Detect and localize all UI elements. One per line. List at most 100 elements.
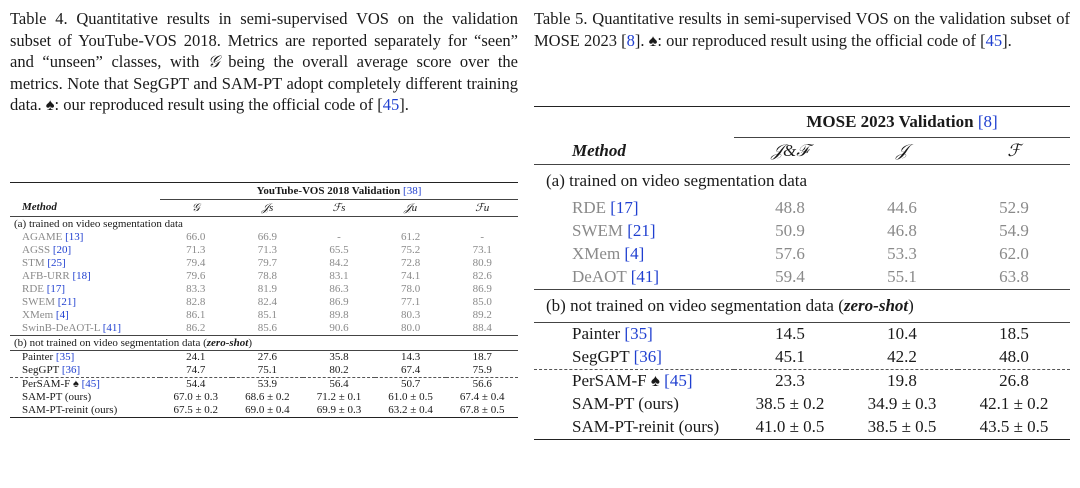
value-cell: 78.0 [400,283,421,295]
table-row: SegGPT [36] 74.7 75.1 80.2 67.4 75.9 [10,364,518,378]
value-cell: 48.8 [775,198,805,217]
value-cell: 71.2 ± 0.1 [316,391,362,403]
value-cell: 63.2 ± 0.4 [374,404,447,418]
value-cell: 84.2 [329,257,349,269]
method-column-header: Method [572,140,626,160]
value-cell: 69.9 ± 0.3 [303,404,375,418]
value-cell: 59.4 [775,267,805,286]
citation-link[interactable]: 8 [626,30,635,50]
value-cell: 77.1 [400,296,421,308]
table-row: STM [25] 79.4 79.7 84.2 72.8 80.9 [10,257,518,270]
method-cell: RDE [17] [22,283,66,295]
table5-caption: Table 5. Quantitative results in semi-su… [534,9,1070,50]
value-cell: 86.9 [329,296,349,308]
value-cell: 42.2 [887,347,917,366]
table-row: SAM-PT (ours) 67.0 ± 0.3 68.6 ± 0.2 71.2 ± … [10,391,518,404]
value-cell: 72.8 [400,257,421,269]
value-cell: 88.4 [472,322,492,334]
table-row: AGAME [13] 66.0 66.9 - 61.2 - [10,231,518,244]
table-row: Painter [35] 14.5 10.4 18.5 [534,321,1070,346]
table-row: PerSAM-F ♠ [45] 23.3 19.8 26.8 [534,368,1070,393]
method-cell: STM [25] [22,257,66,269]
citation-link[interactable]: [21] [627,221,656,240]
citation-link[interactable]: [4] [55,309,69,321]
citation-link[interactable]: [38] [403,184,422,197]
table5-block: Table 5. Quantitative results in semi-su… [534,8,1070,440]
table-row: PerSAM-F ♠ [45] 54.4 53.9 56.4 50.7 56.6 [10,377,518,391]
method-cell: SwinB-DeAOT-L [41] [22,322,122,334]
metric-header: 𝒢 [160,199,232,217]
table5: MOSE 2023 Validation [8] Method 𝒥&ℱ 𝒥 ℱ … [534,106,1070,440]
method-cell: SegGPT [36] [22,364,81,376]
value-cell: 83.1 [329,270,349,282]
value-cell: 44.6 [887,198,917,217]
citation-link[interactable]: [17] [610,198,639,217]
metric-header: 𝒥&ℱ [734,137,846,164]
citation-link[interactable]: [35] [624,324,653,343]
value-cell: 34.9 ± 0.3 [867,394,937,413]
citation-link[interactable]: [36] [633,347,662,366]
value-cell: 80.0 [400,322,421,334]
table-row: SegGPT [36] 45.1 42.2 48.0 [534,346,1070,370]
value-cell: 78.8 [257,270,278,282]
metric-header: 𝒥u [374,199,447,217]
value-cell: 82.8 [186,296,206,308]
citation-link[interactable]: [8] [977,112,998,131]
value-cell: 80.3 [400,309,421,321]
value-cell: 90.6 [329,322,349,334]
table-row: SAM-PT-reinit (ours) 67.5 ± 0.2 69.0 ± 0.4… [10,404,518,418]
table4-block: Table 4. Quantitative results in semi-su… [10,8,518,418]
citation-link[interactable]: [45] [81,378,100,390]
table-row: SwinB-DeAOT-L [41] 86.2 85.6 90.6 80.0 88.4 [10,322,518,336]
value-cell: 79.6 [186,270,206,282]
value-cell: 67.8 ± 0.5 [446,404,518,418]
metric-header: ℱs [303,199,375,217]
citation-link[interactable]: [18] [72,270,91,282]
table4-group-header: YouTube-VOS 2018 Validation [38] [160,182,518,200]
citation-link[interactable]: [36] [61,364,81,376]
value-cell: 56.6 [446,377,518,391]
method-cell: RDE [17] [572,198,639,217]
citation-link[interactable]: 45 [382,95,400,114]
value-cell: 46.8 [887,221,917,240]
value-cell: 81.9 [257,283,278,295]
method-cell: SAM-PT (ours) [572,394,679,413]
value-cell: 80.9 [472,257,492,269]
table4: YouTube-VOS 2018 Validation [38] Method … [10,182,518,418]
citation-link[interactable]: 45 [985,30,1003,50]
citation-link[interactable]: [21] [57,296,77,308]
value-cell: 61.2 [400,231,421,243]
value-cell: 18.5 [958,321,1070,346]
citation-link[interactable]: [25] [47,257,66,269]
value-cell: 48.0 [999,347,1029,366]
citation-link[interactable]: [35] [55,351,75,363]
citation-link[interactable]: [41] [102,322,122,334]
value-cell: 82.6 [472,270,492,282]
section-label: (b) not trained on video segmentation da… [10,335,518,351]
value-cell: 55.1 [887,267,917,286]
table5-column-headers: Method 𝒥&ℱ 𝒥 ℱ [534,137,1070,164]
table-row: RDE [17] 83.3 81.9 86.3 78.0 86.9 [10,283,518,296]
citation-link[interactable]: [17] [46,283,66,295]
method-cell: XMem [4] [572,244,645,263]
value-cell: 41.0 ± 0.5 [734,415,846,440]
citation-link[interactable]: [20] [52,244,72,256]
metric-header: 𝒥 [846,137,958,164]
value-cell: 27.6 [231,350,304,364]
value-cell: 14.5 [734,321,846,346]
method-cell: PerSAM-F ♠ [45] [10,377,160,391]
value-cell: 65.5 [329,244,349,256]
citation-link[interactable]: [45] [664,371,693,390]
method-column-header: Method [22,201,57,214]
table-row: SAM-PT-reinit (ours) 41.0 ± 0.5 38.5 ± 0.5… [534,415,1070,440]
value-cell: 54.9 [999,221,1029,240]
citation-link[interactable]: [13] [65,231,84,243]
table-row: XMem [4] 57.6 53.3 62.0 [534,243,1070,266]
value-cell: 89.2 [472,309,492,321]
citation-link[interactable]: [4] [624,244,645,263]
method-cell: Painter [35] [534,321,734,346]
value-cell: 10.4 [846,321,958,346]
citation-link[interactable]: [41] [630,267,660,286]
table-row: SAM-PT (ours) 38.5 ± 0.2 34.9 ± 0.3 42.1 ± … [534,393,1070,416]
method-cell: SAM-PT-reinit (ours) [10,404,160,418]
